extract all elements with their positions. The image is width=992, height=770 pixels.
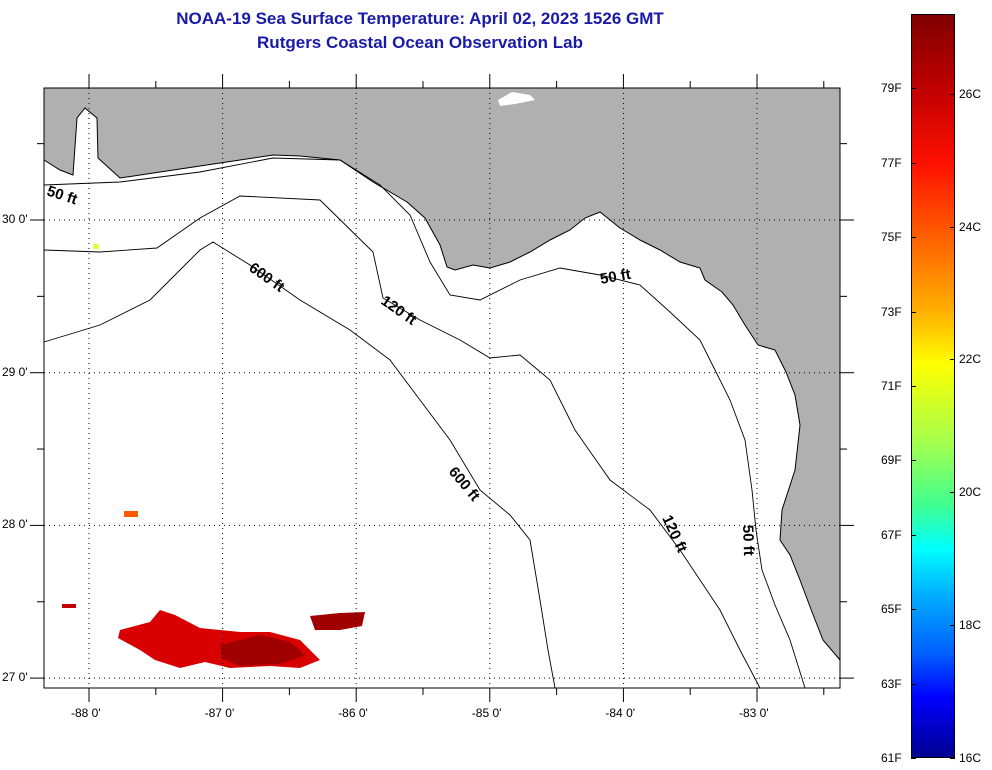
colorbar-fahrenheit-label: 69F: [881, 453, 902, 468]
colorbar-fahrenheit-label: 75F: [881, 230, 902, 245]
colorbar-fahrenheit-label: 63F: [881, 676, 902, 691]
colorbar-celsius-label: 22C: [959, 352, 982, 367]
contour-label: 50 ft: [599, 266, 632, 288]
colorbar-fahrenheit-label: 65F: [881, 602, 902, 617]
colorbar-fahrenheit-label: 77F: [881, 155, 902, 170]
longitude-label: -88 0': [71, 706, 101, 720]
sst-data-patches: [62, 244, 365, 668]
colorbar-celsius-label: 16C: [959, 751, 982, 765]
latitude-label: 28 0': [2, 517, 28, 532]
contour-label: 50 ft: [739, 525, 757, 556]
colorbar-fahrenheit-label: 67F: [881, 527, 902, 542]
colorbar-tick: [950, 492, 955, 494]
colorbar-tick: [911, 683, 916, 685]
colorbar-tick: [950, 226, 955, 228]
latitude-label: 29 0': [2, 364, 28, 379]
colorbar-fahrenheit-label: 71F: [881, 379, 902, 393]
map-frame: [43, 87, 841, 689]
colorbar-tick: [911, 162, 916, 164]
land-mass: [44, 88, 840, 660]
lake: [498, 92, 535, 106]
sst-patch: [62, 604, 76, 608]
sst-patch: [124, 511, 138, 517]
contour-600ft: [43, 241, 556, 689]
graticule: [44, 88, 840, 688]
colorbar-tick: [911, 534, 916, 536]
colorbar-fahrenheit-label: 61F: [881, 751, 902, 765]
colorbar-tick: [911, 88, 916, 90]
colorbar-celsius-label: 20C: [959, 485, 982, 500]
coastline: [43, 107, 841, 661]
sst-patch: [93, 244, 99, 249]
latitude-label: 27 0': [2, 670, 28, 685]
longitude-label: -87 0': [204, 706, 235, 720]
axis-ticks: [30, 74, 854, 702]
latitude-label: 30 0': [2, 212, 28, 226]
colorbar-tick: [950, 625, 955, 627]
colorbar-tick: [950, 359, 955, 361]
colorbar-tick: [950, 758, 955, 759]
contour-50ft: [43, 157, 806, 689]
colorbar-fahrenheit-label: 79F: [881, 81, 902, 96]
map-subtitle: Rutgers Coastal Ocean Observation Lab: [257, 33, 583, 52]
temperature-colorbar: [911, 14, 955, 758]
colorbar-tick: [911, 758, 916, 759]
colorbar-fahrenheit-label: 73F: [881, 304, 902, 319]
colorbar-tick: [911, 237, 916, 239]
longitude-label: -85 0': [471, 706, 502, 720]
sst-patch: [310, 612, 365, 630]
longitude-label: -86 0': [338, 706, 368, 720]
colorbar-celsius-label: 18C: [959, 618, 982, 633]
sst-patch: [220, 635, 305, 666]
map-title: NOAA-19 Sea Surface Temperature: April 0…: [176, 9, 664, 28]
colorbar-tick: [911, 460, 916, 462]
colorbar-tick: [911, 609, 916, 611]
colorbar-celsius-label: 26C: [959, 86, 982, 101]
longitude-label: -84 0': [605, 706, 636, 720]
colorbar-celsius-label: 24C: [959, 219, 982, 234]
colorbar-tick: [911, 311, 916, 313]
colorbar-tick: [950, 93, 955, 95]
colorbar-tick: [911, 386, 916, 387]
longitude-label: -83 0': [739, 706, 769, 720]
